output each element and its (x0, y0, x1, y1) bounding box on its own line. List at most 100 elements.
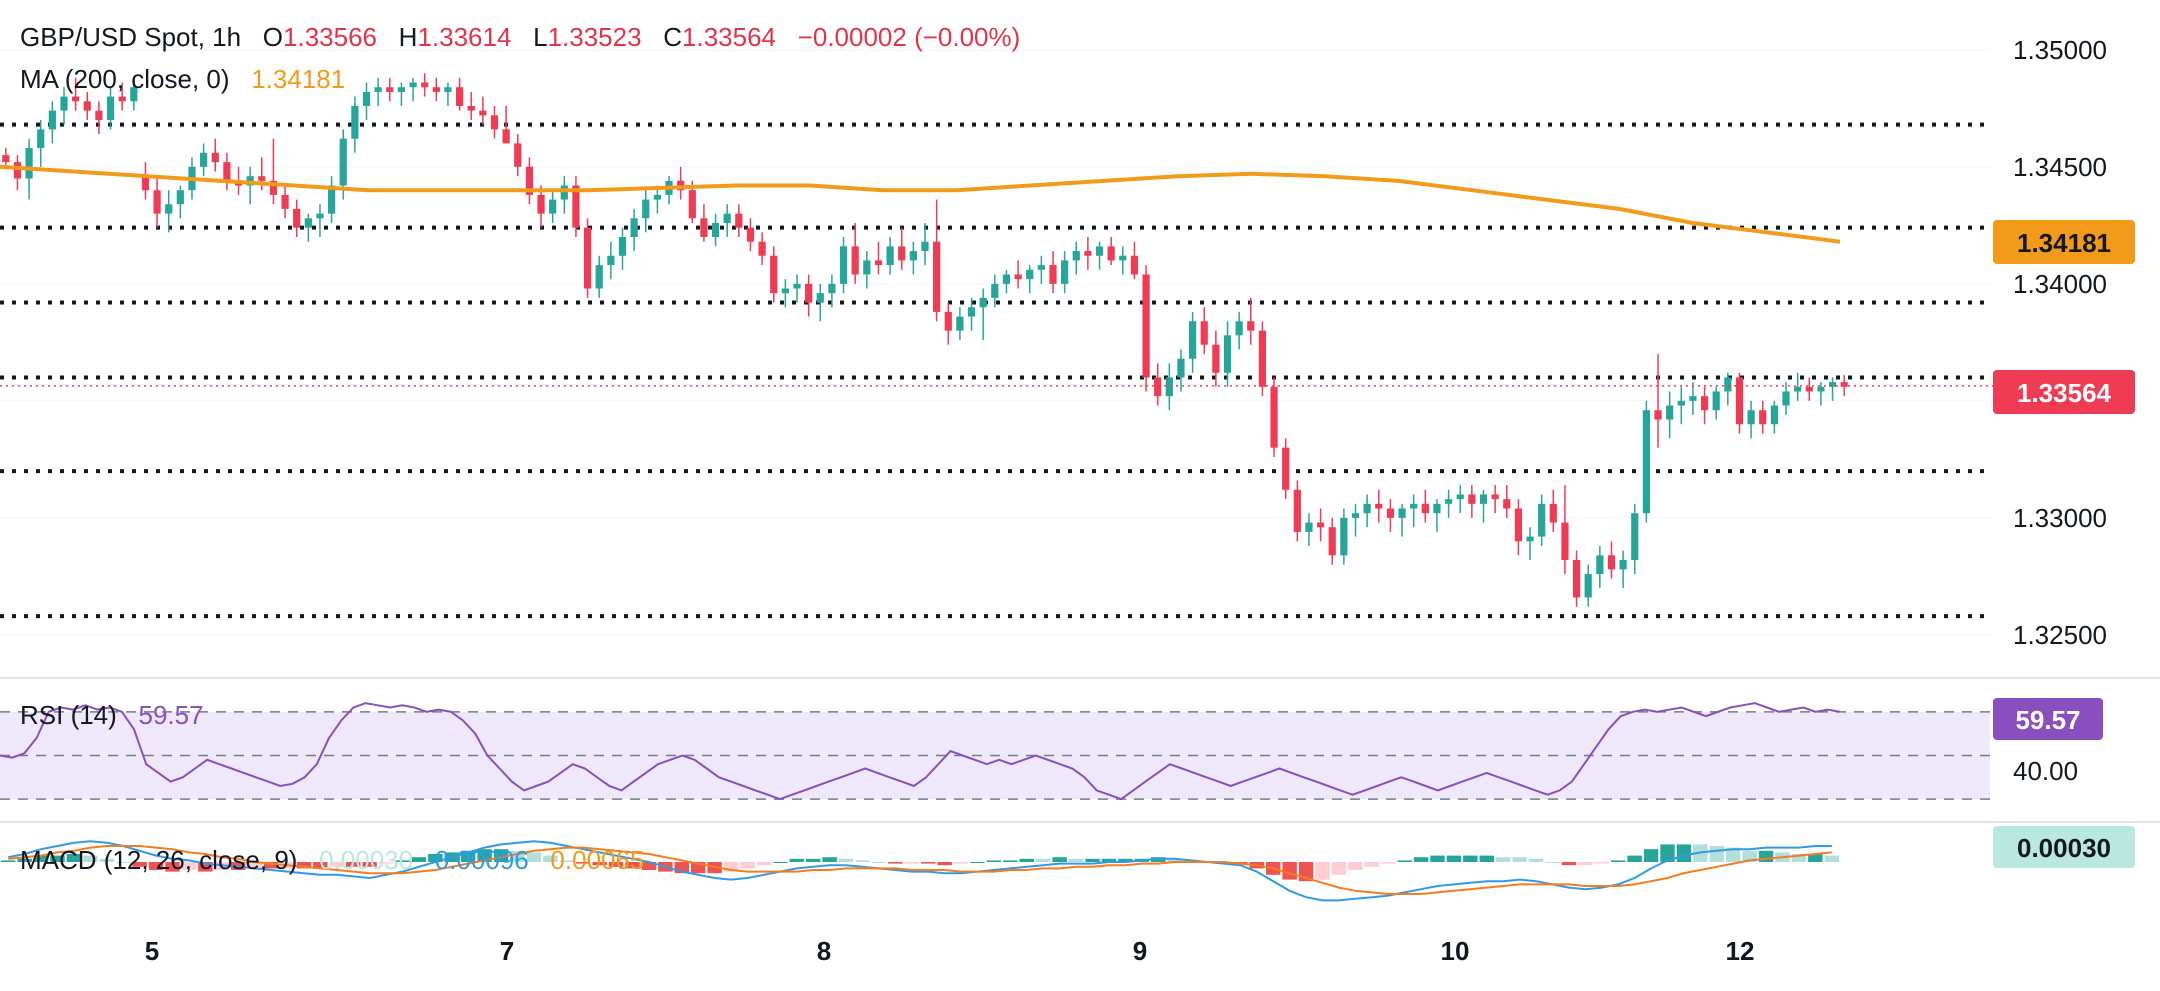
candle-body (1491, 494, 1499, 500)
candle (223, 152, 231, 191)
macd-histogram-bar (904, 862, 919, 864)
candle (1095, 241, 1104, 270)
candle-body (1642, 410, 1650, 514)
candle-body (130, 87, 138, 102)
candle (1479, 489, 1488, 523)
candle (653, 185, 661, 214)
macd-histogram-bar (1, 860, 16, 862)
ma-200-line (0, 164, 1841, 244)
candle (1526, 527, 1534, 560)
candle-body (839, 246, 848, 284)
candle (991, 274, 999, 308)
candle (1119, 246, 1127, 275)
candle (956, 307, 964, 340)
candle (514, 134, 522, 177)
candle-body (1072, 251, 1080, 261)
candle (1154, 363, 1162, 406)
candle (72, 77, 80, 111)
macd-histogram-bar (1430, 855, 1445, 862)
candle-body (362, 91, 371, 106)
candle-body (1305, 522, 1313, 532)
candle-body (1433, 503, 1441, 514)
macd-histogram-bar (871, 862, 887, 863)
open-label: O (262, 22, 284, 52)
macd-histogram-bar (1791, 854, 1807, 862)
candle-body (1607, 555, 1616, 570)
candle-body (351, 105, 359, 139)
candle (909, 241, 917, 275)
candle (746, 218, 755, 252)
macd-histogram-bar (641, 862, 657, 870)
macd-histogram-bar (723, 862, 739, 872)
candle (95, 101, 103, 135)
macd-histogram-bar (99, 858, 114, 862)
candle-body (1258, 330, 1267, 387)
candle (246, 166, 254, 205)
macd-histogram-bar (1611, 860, 1626, 862)
candle (293, 199, 301, 238)
candle-body (1328, 527, 1336, 556)
macd-histogram-bar (247, 862, 262, 869)
candle-body (1712, 391, 1720, 411)
candle-body (1689, 396, 1697, 401)
candle (1747, 400, 1755, 439)
candle-body (874, 260, 883, 266)
candle (13, 155, 22, 191)
candle (1712, 386, 1720, 420)
candle-body (1631, 513, 1639, 560)
candle (1340, 508, 1348, 565)
macd-histogram-bar (346, 862, 361, 867)
macd-histogram-bar (1315, 862, 1330, 880)
candle-body (1026, 269, 1034, 280)
price-tick-label: 1.32500 (2013, 620, 2107, 650)
candle (1037, 255, 1045, 284)
candle-body (1817, 386, 1825, 392)
candle-body (1212, 344, 1220, 373)
candle (793, 274, 801, 303)
candle-body (37, 129, 45, 149)
support-resistance-levels (0, 122, 1985, 619)
candle (374, 77, 382, 106)
candle (1235, 311, 1243, 350)
high-value: 1.33614 (417, 22, 512, 52)
candle-body (1794, 386, 1802, 392)
candle (1514, 499, 1523, 556)
macd-histogram-bar (1348, 862, 1363, 870)
candle (106, 87, 115, 130)
candle-body (956, 316, 964, 331)
candle-body (1840, 382, 1848, 387)
macd-histogram-bar (592, 862, 607, 866)
macd-histogram-bar (1036, 858, 1051, 862)
candle-body (537, 194, 545, 214)
candle-body (816, 293, 824, 303)
candle (1375, 489, 1383, 523)
candle-body (83, 101, 91, 111)
macd-histogram-bar (1052, 857, 1067, 862)
macd-histogram-bar (50, 855, 65, 862)
candle-body (746, 227, 755, 242)
change-value: −0.00002 (−0.00%) (797, 22, 1021, 52)
candle (537, 185, 545, 228)
time-axis[interactable]: 5 7 8 9 10 12 (145, 936, 1755, 966)
ohlc-legend: GBP/USD Spot, 1h O1.33566 H1.33614 L1.33… (20, 22, 1020, 53)
macd-histogram-bar (329, 862, 344, 867)
candle-body (979, 297, 987, 308)
candle (1084, 237, 1092, 270)
candle (630, 208, 638, 252)
candle (304, 213, 312, 242)
candle (60, 87, 68, 125)
candle (269, 138, 278, 205)
candle-body (258, 176, 266, 181)
macd-line-value: 0.00096 (434, 845, 529, 875)
candle (1189, 311, 1197, 373)
candle-body (1747, 410, 1755, 425)
candle-body (700, 218, 708, 238)
candle-body (1456, 494, 1464, 500)
candle-body (211, 152, 219, 163)
price-axis[interactable]: 1.350001.345001.340001.335001.330001.325… (2013, 35, 2107, 650)
candle (607, 241, 615, 280)
candle (1817, 382, 1825, 406)
candle-body (374, 87, 382, 92)
